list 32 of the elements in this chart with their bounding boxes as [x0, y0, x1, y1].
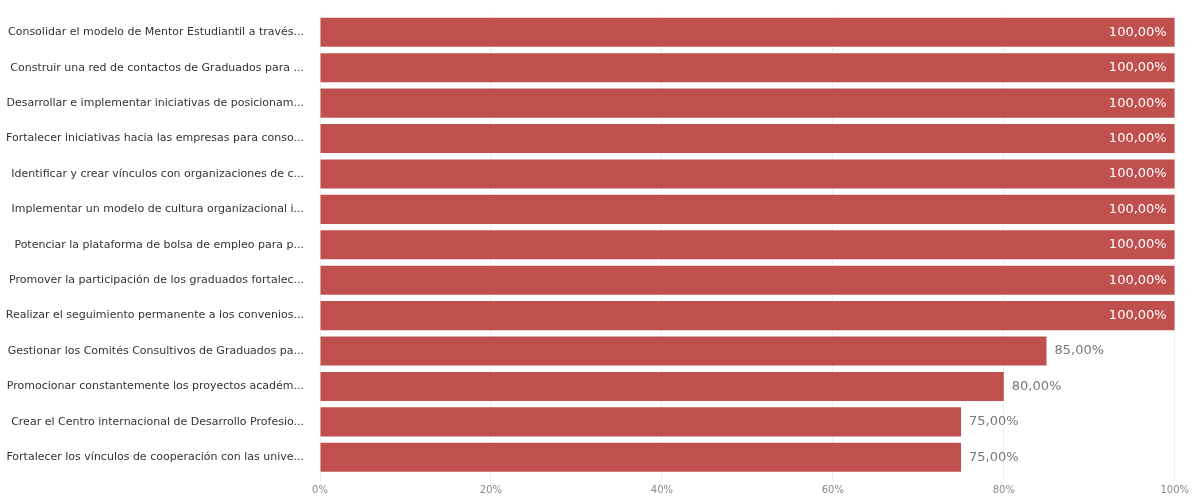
- x-tick-label: 80%: [992, 483, 1015, 495]
- y-tick-label: Implementar un modelo de cultura organizacional i...: [11, 202, 304, 216]
- y-tick-label: Promover la participación de los graduados fortalec...: [9, 273, 304, 287]
- y-tick-label: Fortalecer los vínculos de cooperación con las unive...: [6, 450, 304, 464]
- y-tick-label: Gestionar los Comités Consultivos de Graduados pa...: [7, 343, 304, 357]
- x-tick-label: 40%: [650, 483, 673, 495]
- y-tick-label: Desarrollar e implementar iniciativas de posicionam...: [6, 96, 304, 109]
- data-label: 100,00%: [1108, 94, 1167, 110]
- data-label: 100,00%: [1108, 271, 1167, 287]
- x-tick-label: 0%: [312, 483, 328, 495]
- y-tick-label: Potenciar la plataforma de bolsa de empleo para p...: [14, 237, 304, 251]
- data-label: 100,00%: [1108, 59, 1167, 75]
- data-label: 75,00%: [969, 448, 1019, 464]
- x-tick-label: 100%: [1160, 483, 1189, 495]
- x-tick-label: 20%: [479, 483, 503, 495]
- data-label: 100,00%: [1108, 129, 1167, 145]
- y-tick-label: Fortalecer iniciativas hacia las empresas para conso...: [6, 131, 304, 145]
- data-label: 100,00%: [1108, 200, 1167, 216]
- y-tick-label: Crear el Centro internacional de Desarrollo Profesio...: [11, 414, 304, 428]
- data-label: 80,00%: [1011, 377, 1062, 393]
- y-tick-label: Realizar el seguimiento permanente a los convenios...: [5, 308, 304, 322]
- y-tick-label: Identificar y crear vínculos con organizaciones de c...: [11, 166, 304, 180]
- data-label: 100,00%: [1108, 307, 1167, 323]
- x-tick-label: 60%: [821, 483, 844, 495]
- data-label: 75,00%: [969, 413, 1019, 429]
- y-tick-label: Consolidar el modelo de Mentor Estudiantil a través...: [8, 25, 304, 39]
- data-label: 100,00%: [1108, 236, 1167, 252]
- y-tick-label: Promocionar constantemente los proyectos académ...: [6, 379, 304, 393]
- data-label: 100,00%: [1108, 165, 1167, 181]
- y-tick-label: Construir una red de contactos de Graduados para ...: [10, 60, 304, 74]
- data-label: 85,00%: [1054, 342, 1105, 358]
- data-label: 100,00%: [1108, 23, 1167, 39]
